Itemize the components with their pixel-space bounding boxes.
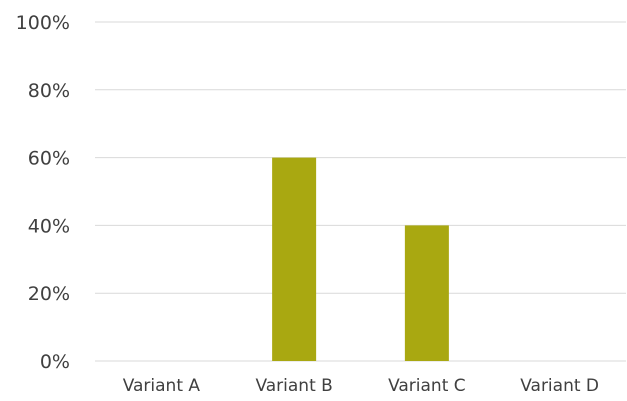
x-axis-tick-labels: Variant A Variant B Variant C Variant D bbox=[123, 376, 599, 396]
x-tick-label: Variant C bbox=[388, 376, 466, 396]
y-tick-label: 60% bbox=[28, 148, 70, 170]
y-tick-label: 40% bbox=[28, 215, 70, 237]
gridlines bbox=[95, 21, 626, 362]
y-tick-label: 100% bbox=[16, 12, 70, 34]
x-tick-label: Variant A bbox=[123, 376, 201, 396]
bars bbox=[272, 157, 449, 361]
y-tick-label: 0% bbox=[40, 351, 70, 373]
x-tick-label: Variant D bbox=[520, 376, 599, 396]
bar-variant-b bbox=[272, 157, 317, 361]
y-tick-label: 20% bbox=[28, 283, 70, 305]
y-axis-tick-labels: 0% 20% 40% 60% 80% 100% bbox=[16, 12, 70, 373]
x-tick-label: Variant B bbox=[255, 376, 332, 396]
bar-variant-c bbox=[404, 225, 449, 361]
y-tick-label: 80% bbox=[28, 80, 70, 102]
